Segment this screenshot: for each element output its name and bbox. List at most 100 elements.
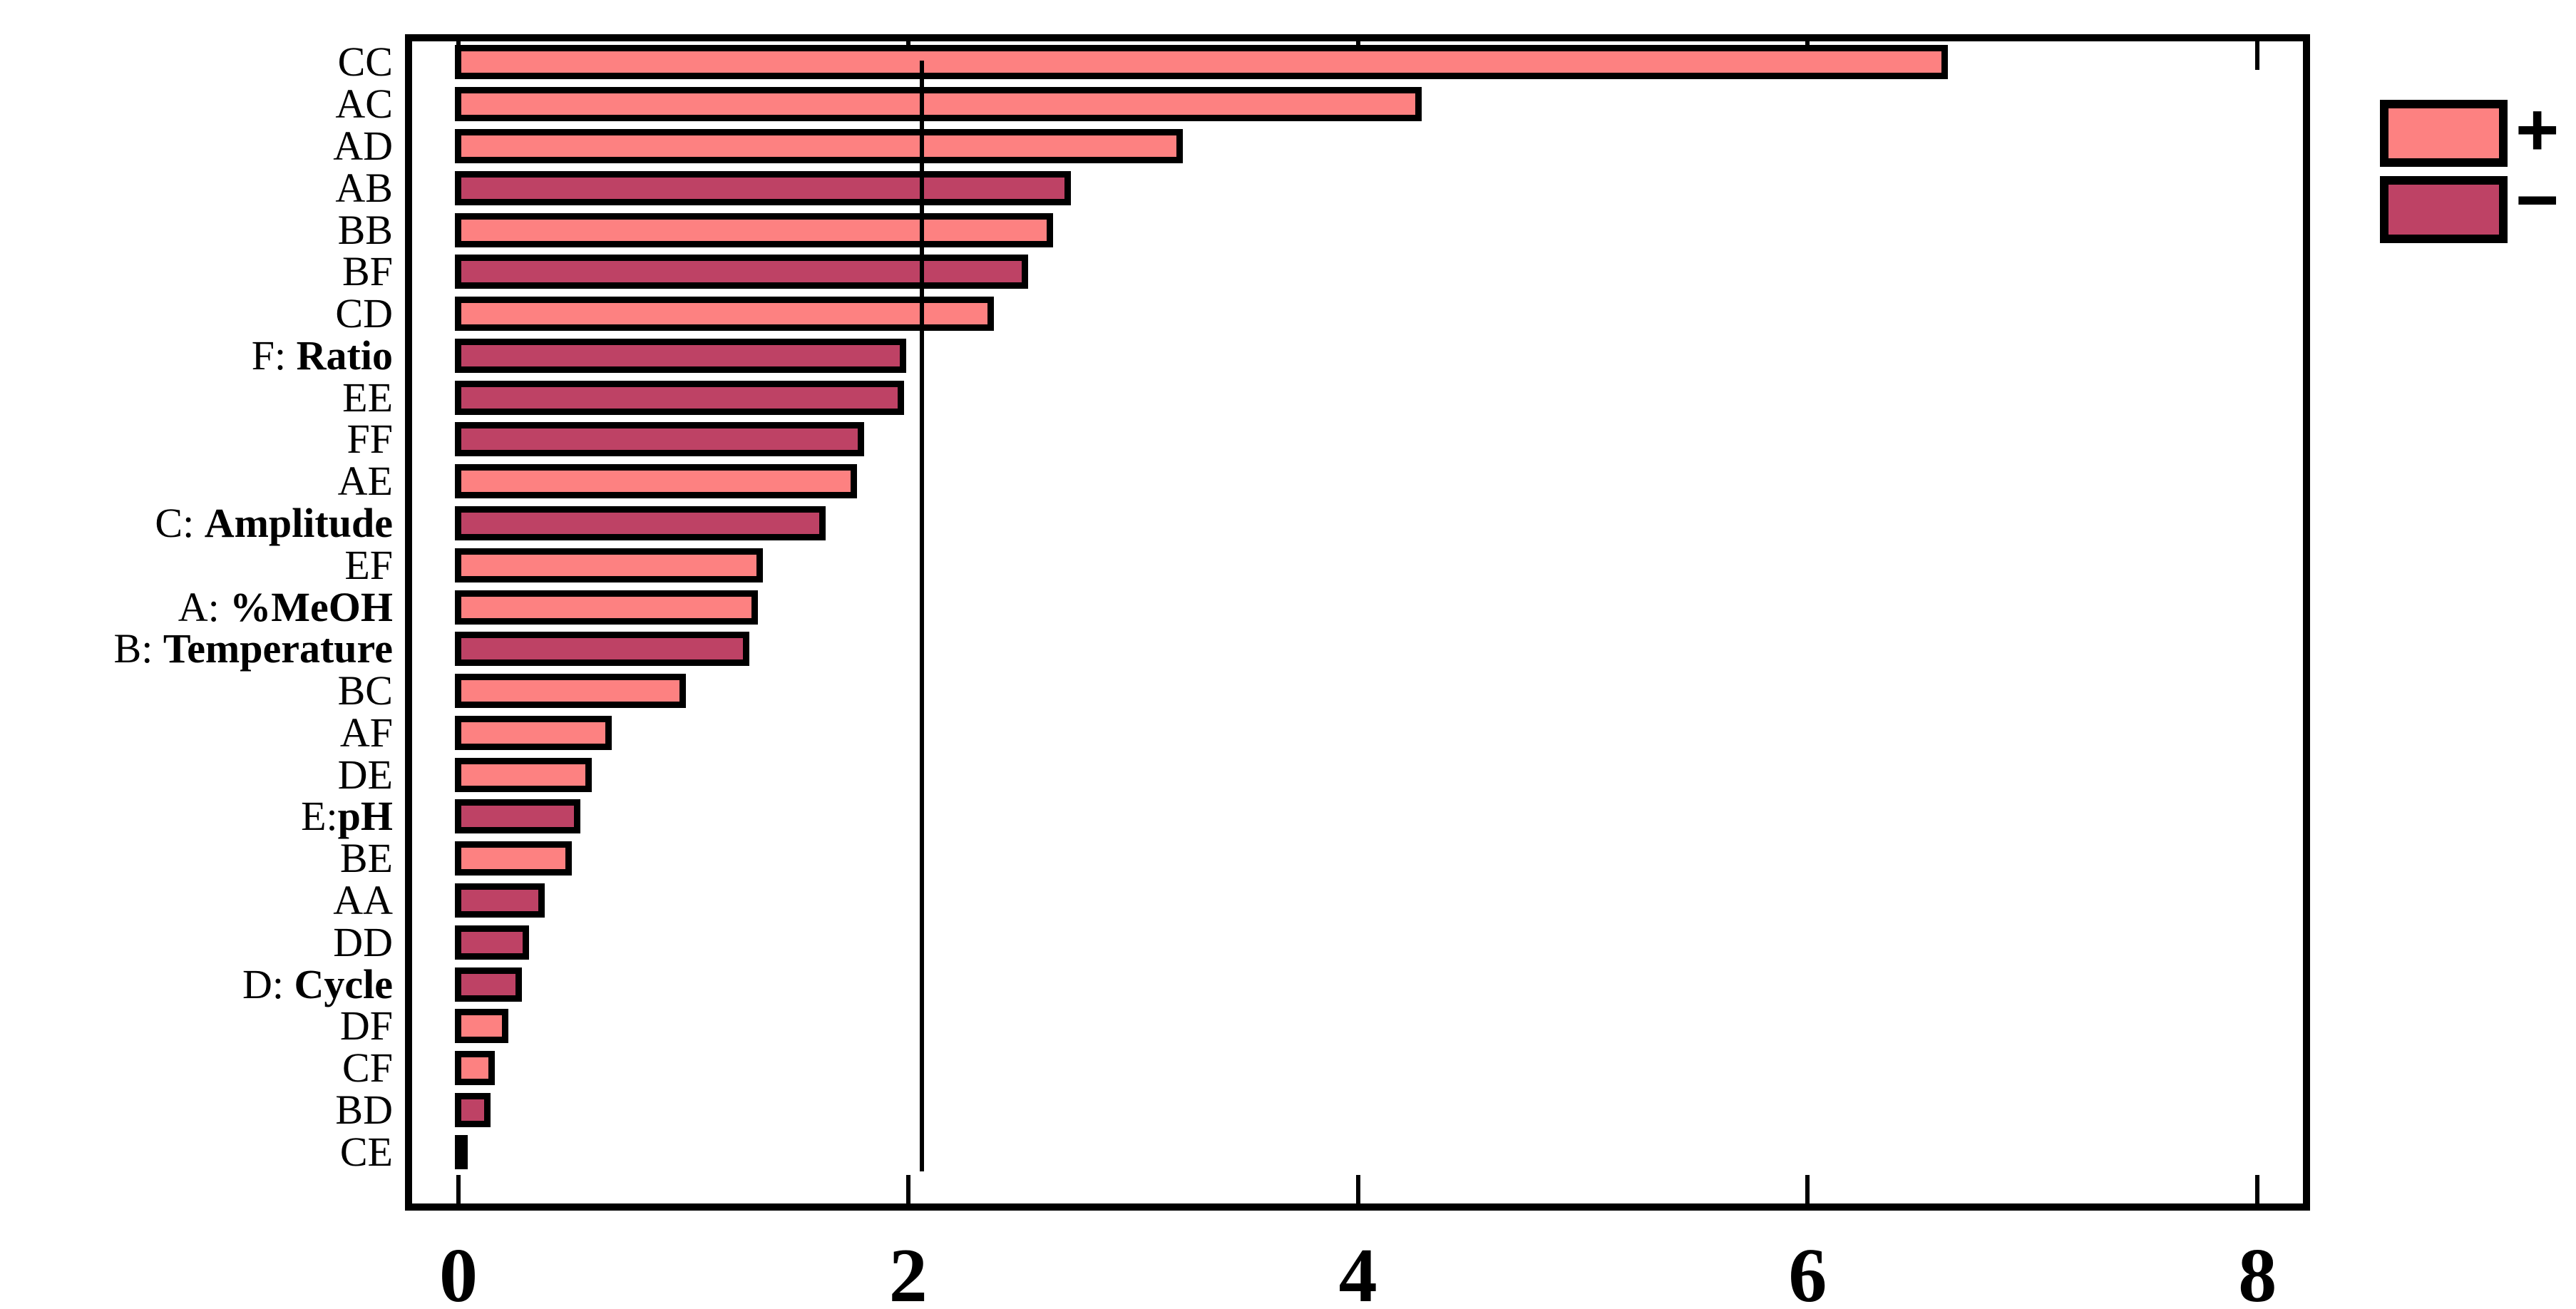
legend-label-negative: − [2515, 158, 2560, 242]
bar-cc [455, 45, 1948, 80]
y-label-ratio: F: Ratio [0, 332, 393, 379]
y-label-ae: AE [0, 461, 393, 502]
y-label-de: DE [0, 754, 393, 796]
y-label-cf: CF [0, 1047, 393, 1089]
term-name: Ratio [296, 332, 393, 379]
bar-ce [455, 1134, 468, 1169]
y-label-cd: CD [0, 293, 393, 334]
bar-c-amplitude [455, 505, 826, 540]
factor-prefix: E: [301, 793, 338, 840]
y-label-bb: BB [0, 206, 393, 253]
bar-cd [455, 297, 994, 332]
term-name: EE [342, 374, 393, 421]
factor-prefix: F: [251, 332, 297, 379]
x-axis-tick-label: 4 [1338, 1233, 1377, 1309]
term-name: CF [342, 1044, 393, 1092]
bar-bf [455, 255, 1028, 289]
term-name: Cycle [294, 960, 394, 1007]
term-name: AE [337, 458, 393, 505]
factor-prefix: B: [113, 625, 163, 672]
bar-dd [455, 925, 529, 960]
bar-df [455, 1009, 508, 1044]
bar-af [455, 715, 612, 750]
y-label-cc: CC [0, 41, 393, 83]
bar-cf [455, 1051, 495, 1086]
term-name: AC [335, 81, 393, 128]
x-axis-tick-label: 0 [439, 1233, 478, 1309]
x-axis-tick-label: 2 [888, 1233, 928, 1309]
term-name: %MeOH [230, 583, 393, 630]
term-name: BC [337, 667, 393, 714]
bar-ef [455, 548, 763, 582]
y-label-bf: BF [0, 251, 393, 292]
bar-ff [455, 422, 864, 457]
bar-d-cycle [455, 967, 522, 1002]
y-label-ee: EE [0, 374, 393, 421]
bar-e-ph [455, 799, 580, 834]
factor-prefix: C: [155, 499, 205, 546]
x-axis-tick-bottom [456, 1175, 461, 1203]
y-label-df: DF [0, 1005, 393, 1047]
bar-be [455, 841, 572, 876]
bar-de [455, 757, 592, 792]
bar-ae [455, 464, 857, 499]
x-axis-tick-top [2255, 41, 2260, 70]
term-name: FF [347, 416, 393, 463]
y-label-%meoh: A: %MeOH [0, 583, 393, 630]
bar-aa [455, 883, 545, 918]
y-label-bc: BC [0, 670, 393, 712]
y-label-ac: AC [0, 83, 393, 125]
y-label-ph: E:pH [0, 796, 393, 837]
term-name: CD [335, 290, 393, 337]
bar-ad [455, 128, 1183, 163]
x-axis-tick-label: 6 [1788, 1233, 1827, 1309]
y-label-cycle: D: Cycle [0, 960, 394, 1007]
term-name: Temperature [163, 625, 393, 672]
bar-b-temperature [455, 632, 749, 667]
y-label-ff: FF [0, 419, 393, 460]
term-name: DF [339, 1002, 393, 1049]
y-label-bd: BD [0, 1089, 393, 1131]
term-name: Amplitude [204, 499, 393, 546]
y-label-ab: AB [0, 164, 393, 211]
term-name: DE [337, 751, 393, 798]
x-axis-tick-bottom [2255, 1175, 2260, 1203]
y-label-ce: CE [0, 1131, 393, 1173]
x-axis-tick-label: 8 [2238, 1233, 2277, 1309]
term-name: BB [337, 206, 393, 253]
legend-swatch-positive [2380, 100, 2508, 167]
y-label-ad: AD [0, 125, 393, 167]
x-axis-tick-bottom [1805, 1175, 1810, 1203]
y-label-amplitude: C: Amplitude [0, 499, 393, 546]
term-name: EF [344, 541, 393, 588]
term-name: AA [333, 876, 393, 923]
legend-label-positive: + [2515, 88, 2560, 172]
bar-bb [455, 212, 1053, 247]
factor-prefix: A: [178, 583, 230, 630]
y-label-af: AF [0, 712, 393, 754]
y-label-dd: DD [0, 918, 393, 965]
term-name: CE [339, 1128, 393, 1175]
bar-ee [455, 380, 904, 415]
term-name: AF [339, 709, 393, 756]
bar-bd [455, 1092, 491, 1127]
y-label-ef: EF [0, 541, 393, 588]
term-name: DD [333, 918, 393, 965]
y-label-be: BE [0, 838, 393, 879]
term-name: BF [342, 248, 393, 295]
term-name: pH [337, 793, 393, 840]
legend-swatch-negative [2380, 176, 2508, 243]
bar-ac [455, 87, 1422, 122]
bar-ab [455, 170, 1071, 205]
term-name: AB [335, 164, 393, 211]
y-label-temperature: B: Temperature [0, 628, 393, 669]
term-name: BD [335, 1086, 393, 1133]
bar-f-ratio [455, 338, 906, 373]
x-axis-tick-bottom [905, 1175, 910, 1203]
term-name: CC [337, 38, 393, 86]
x-axis-tick-bottom [1355, 1175, 1360, 1203]
factor-prefix: D: [242, 960, 294, 1007]
bar-bc [455, 674, 686, 709]
term-name: AD [333, 122, 393, 169]
y-label-aa: AA [0, 876, 393, 923]
